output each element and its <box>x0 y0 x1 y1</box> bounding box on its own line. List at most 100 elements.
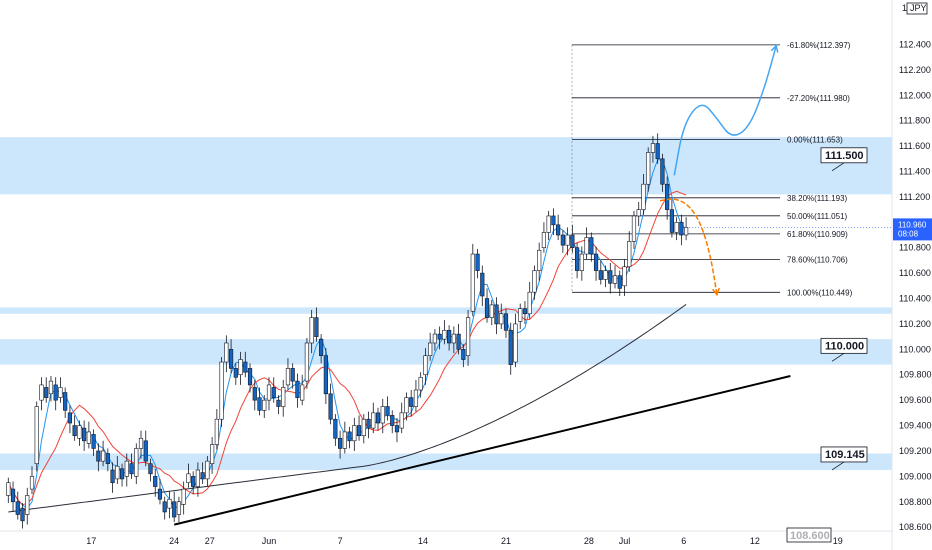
candle-body <box>172 501 177 518</box>
candle-body <box>105 453 110 464</box>
y-tick-label: 110.000 <box>899 344 931 354</box>
candle-body <box>53 384 58 401</box>
fib-level-label: -27.20%(111.980) <box>787 94 850 103</box>
candle-body <box>29 476 35 490</box>
candle-body <box>347 431 352 442</box>
candle-body <box>522 308 528 315</box>
candle-body <box>48 380 54 395</box>
callout-box[interactable] <box>820 446 868 463</box>
candle-body <box>63 392 68 411</box>
x-tick-label: 28 <box>584 536 594 546</box>
candle-body <box>148 463 153 475</box>
candle-body <box>72 425 77 437</box>
candle-body <box>437 333 442 340</box>
callouts-layer: 111.500 110.000 109.145 <box>820 147 868 471</box>
callout-label: 110.000 <box>825 340 864 352</box>
zones-layer <box>0 137 892 471</box>
x-tick-label: 19 <box>833 536 843 546</box>
currency-prefix: 1 <box>902 3 907 13</box>
ma-slow-line <box>8 303 687 513</box>
y-tick-label: 112.400 <box>899 39 931 49</box>
candle-body <box>285 368 291 386</box>
zone-band <box>0 307 892 314</box>
candle-body <box>546 215 551 233</box>
candle-body <box>276 399 281 407</box>
fib-level-label: 38.20%(111.193) <box>787 194 848 203</box>
candle-body <box>247 368 253 386</box>
callout-label: 109.145 <box>825 449 865 461</box>
candle-body <box>589 237 594 255</box>
projections-layer <box>659 44 779 297</box>
candle-body <box>537 249 542 271</box>
y-tick-label: 109.000 <box>899 471 932 481</box>
y-tick-label: 112.000 <box>899 90 931 100</box>
x-tick-label: 27 <box>205 536 215 546</box>
candle-body <box>233 368 238 378</box>
y-tick-label: 111.600 <box>899 141 930 151</box>
candle-body <box>598 270 603 280</box>
x-axis: 17 24 27 Jun 7 14 21 28 Jul 6 12 19 <box>0 530 892 546</box>
candle-body <box>219 361 224 420</box>
y-tick-label: 108.800 <box>899 497 932 507</box>
candle-body <box>162 501 167 513</box>
y-tick-label: 109.400 <box>899 421 932 431</box>
candle-body <box>91 434 96 449</box>
candle-body <box>352 425 357 442</box>
x-tick-label: 6 <box>681 536 686 546</box>
candle-body <box>655 143 660 160</box>
candle-body <box>134 448 139 477</box>
candle-body <box>200 472 205 480</box>
x-tick-label: 12 <box>750 536 760 546</box>
candle-body <box>451 333 456 344</box>
candle-body <box>617 275 622 289</box>
fib-level-label: 50.00%(111.051) <box>787 212 848 221</box>
zone-band <box>0 339 892 365</box>
candle-body <box>390 415 395 426</box>
candle-body <box>385 406 390 416</box>
candle-body <box>25 495 30 515</box>
support-trendline[interactable] <box>173 375 791 526</box>
candle-body <box>58 387 63 398</box>
candle-body <box>560 234 565 246</box>
candle-body <box>665 183 670 210</box>
fib-level-label: 0.00%(111.653) <box>787 135 843 144</box>
candle-body <box>603 270 608 280</box>
hidden-callout-label: 108.600 <box>790 530 830 542</box>
candle-body <box>319 338 324 356</box>
candle-body <box>579 253 584 271</box>
candle-body <box>300 384 305 401</box>
candle-body <box>124 460 129 477</box>
candle-body <box>257 397 262 411</box>
candle-body <box>447 329 452 344</box>
candle-body <box>684 227 689 236</box>
candles-layer <box>6 133 689 529</box>
candle-body <box>428 342 433 356</box>
callout-box[interactable] <box>820 337 868 354</box>
y-tick-label: 111.400 <box>899 166 930 176</box>
trendline-layer <box>173 375 791 526</box>
candle-body <box>627 241 632 268</box>
candle-body <box>418 376 423 391</box>
candle-body <box>593 253 599 271</box>
candle-body <box>470 253 475 312</box>
candle-body <box>399 412 404 429</box>
candle-body <box>532 270 537 293</box>
candle-body <box>518 308 523 322</box>
candle-body <box>394 425 400 433</box>
candle-body <box>333 418 338 439</box>
y-tick-label: 110.400 <box>899 294 931 304</box>
candle-body <box>508 329 513 365</box>
y-tick-label: 109.600 <box>899 395 932 405</box>
candle-body <box>679 222 684 236</box>
candle-body <box>622 266 627 287</box>
candle-body <box>290 368 295 382</box>
y-axis[interactable]: 108.600 108.800 109.000 109.200 109.400 109.6… <box>891 0 932 550</box>
candle-body <box>527 291 532 315</box>
candle-body <box>295 380 300 398</box>
candle-body <box>138 437 144 449</box>
callout-box[interactable] <box>820 147 868 164</box>
candle-body <box>669 209 674 233</box>
candle-body <box>262 399 267 411</box>
candle-body <box>366 418 371 429</box>
